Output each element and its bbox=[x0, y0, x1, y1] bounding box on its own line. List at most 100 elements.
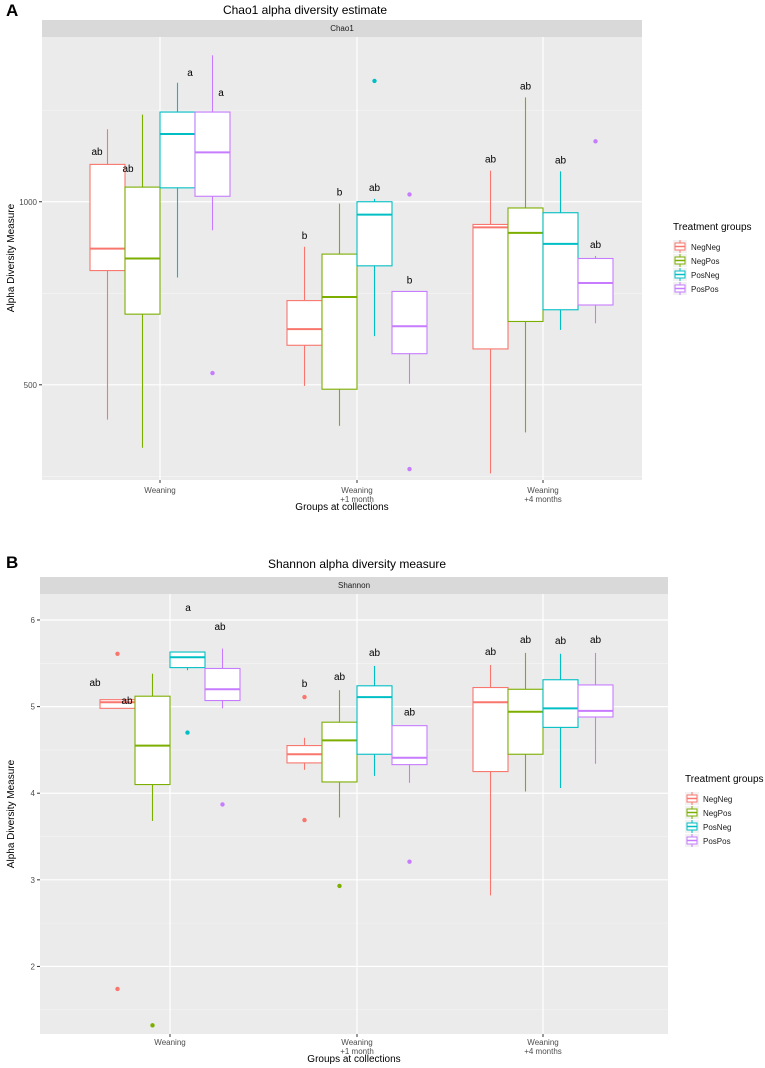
outlier-point bbox=[337, 883, 342, 889]
outlier-point bbox=[372, 78, 377, 84]
box-iqr bbox=[391, 725, 428, 766]
legend-item: NegNeg bbox=[673, 240, 720, 253]
legend-title: Treatment groups bbox=[685, 774, 764, 785]
outlier-point bbox=[210, 370, 215, 376]
significance-label: ab bbox=[122, 164, 134, 175]
facet-strip-label: Shannon bbox=[338, 581, 370, 590]
x-tick-label: Weaning bbox=[527, 1038, 558, 1047]
outlier-point bbox=[302, 694, 307, 700]
facet-strip bbox=[40, 577, 668, 594]
box-iqr bbox=[507, 688, 544, 755]
legend-item: PosPos bbox=[685, 834, 731, 847]
x-axis-title: Groups at collections bbox=[295, 502, 388, 513]
significance-label: ab bbox=[590, 240, 602, 251]
x-tick-label: Weaning bbox=[341, 486, 372, 495]
outlier-point bbox=[115, 651, 120, 656]
legend-item: PosPos bbox=[673, 282, 719, 295]
y-tick-label: 6 bbox=[31, 616, 36, 625]
legend-label: PosPos bbox=[691, 285, 719, 294]
legend-label: PosNeg bbox=[691, 271, 719, 280]
box-iqr bbox=[356, 201, 393, 267]
legend-item: NegPos bbox=[673, 254, 719, 267]
significance-label: ab bbox=[89, 678, 101, 689]
legend-label: PosPos bbox=[703, 837, 731, 846]
box-iqr bbox=[169, 651, 206, 669]
facet-strip-label: Chao1 bbox=[330, 24, 354, 33]
significance-label: ab bbox=[590, 635, 602, 646]
box-negneg bbox=[472, 665, 509, 896]
box-iqr bbox=[134, 695, 171, 786]
panel-letter: B bbox=[6, 553, 18, 572]
box-pospos bbox=[391, 725, 428, 864]
box-pospos bbox=[391, 192, 428, 472]
box-posneg bbox=[542, 171, 579, 330]
y-tick-label: 3 bbox=[31, 876, 36, 885]
box-iqr bbox=[204, 667, 241, 702]
legend: Treatment groups NegNeg NegPos PosNeg PosPo… bbox=[673, 222, 752, 295]
box-negpos bbox=[507, 97, 544, 433]
legend-label: PosNeg bbox=[703, 823, 731, 832]
x-tick-label: Weaning bbox=[527, 486, 558, 495]
significance-label: ab bbox=[485, 155, 497, 166]
significance-label: a bbox=[185, 603, 191, 614]
box-negneg bbox=[89, 129, 126, 420]
significance-label: ab bbox=[520, 635, 532, 646]
significance-label: ab bbox=[369, 183, 381, 194]
box-negneg bbox=[472, 170, 509, 474]
box-iqr bbox=[321, 721, 358, 783]
box-iqr bbox=[286, 300, 323, 346]
legend-keys: NegNeg NegPos PosNeg PosPos bbox=[673, 240, 720, 295]
outlier-point bbox=[407, 192, 412, 197]
box-posneg bbox=[159, 82, 196, 278]
x-tick-label: +1 month bbox=[340, 495, 374, 504]
significance-label: ab bbox=[555, 155, 567, 166]
legend-title: Treatment groups bbox=[673, 222, 752, 233]
box-negpos bbox=[124, 114, 161, 448]
box-negpos bbox=[321, 690, 358, 889]
chart-title: Shannon alpha diversity measure bbox=[268, 557, 446, 571]
legend-label: NegPos bbox=[691, 257, 719, 266]
box-iqr bbox=[542, 212, 579, 311]
x-tick-label: +1 month bbox=[340, 1047, 374, 1056]
box-pospos bbox=[204, 648, 241, 807]
box-negpos bbox=[507, 652, 544, 792]
significance-label: a bbox=[218, 88, 224, 99]
significance-label: b bbox=[407, 275, 413, 286]
y-tick-label: 4 bbox=[31, 789, 36, 798]
box-iqr bbox=[124, 186, 161, 315]
x-tick-label: Weaning bbox=[144, 486, 175, 495]
box-iqr bbox=[472, 686, 509, 773]
significance-label: b bbox=[302, 679, 308, 690]
panel-a-chao1-chart: A Chao1 alpha diversity estimate Chao1 a… bbox=[6, 1, 752, 513]
outlier-point bbox=[302, 817, 307, 823]
panel-b-shannon-chart: B Shannon alpha diversity measure Shanno… bbox=[6, 553, 764, 1065]
outlier-point bbox=[115, 986, 120, 992]
box-iqr bbox=[542, 679, 579, 728]
box-posneg bbox=[542, 653, 579, 789]
outlier-point bbox=[407, 466, 412, 472]
box-iqr bbox=[577, 257, 614, 306]
box-posneg bbox=[169, 651, 206, 735]
box-iqr bbox=[89, 163, 126, 272]
legend-keys: NegNeg NegPos PosNeg PosPos bbox=[685, 792, 732, 847]
box-pospos bbox=[577, 652, 614, 764]
box-iqr bbox=[159, 111, 196, 189]
legend: Treatment groups NegNeg NegPos PosNeg PosPo… bbox=[685, 774, 764, 847]
outlier-point bbox=[407, 859, 412, 864]
significance-label: ab bbox=[485, 647, 497, 658]
outlier-point bbox=[150, 1023, 155, 1028]
box-negpos bbox=[134, 673, 171, 1028]
legend-label: NegNeg bbox=[703, 795, 732, 804]
y-tick-label: 1000 bbox=[19, 198, 37, 207]
y-tick-label: 5 bbox=[31, 703, 36, 712]
y-axis-title: Alpha Diversity Measure bbox=[6, 759, 17, 868]
box-iqr bbox=[194, 111, 231, 197]
significance-label: b bbox=[302, 231, 308, 242]
box-pospos bbox=[194, 55, 231, 376]
significance-labels: ab b ab ab ab ab a ab ab ab ab ab bbox=[89, 603, 601, 719]
panel-letter: A bbox=[6, 1, 18, 20]
significance-label: b bbox=[337, 188, 343, 199]
legend-item: PosNeg bbox=[685, 820, 731, 833]
